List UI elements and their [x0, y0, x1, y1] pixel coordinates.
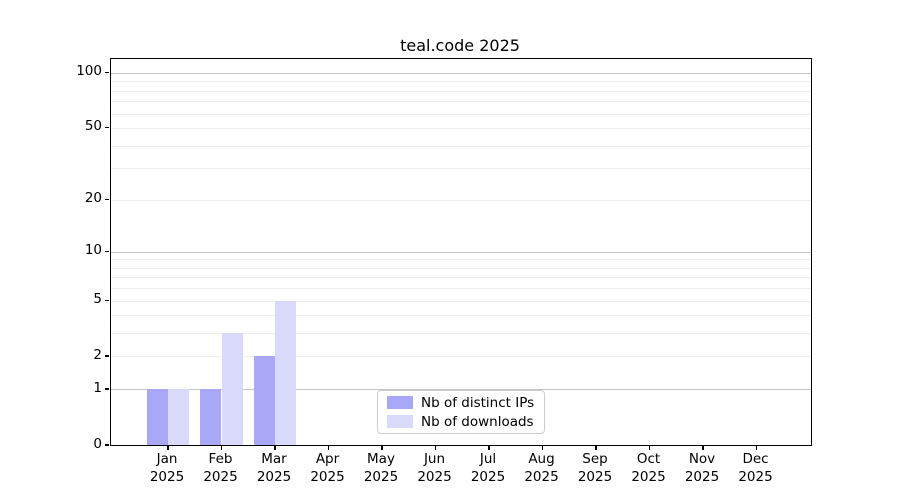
legend-item-downloads: Nb of downloads: [378, 414, 544, 430]
x-tick-mark-jul-2025: [488, 445, 490, 450]
gridline-major-10: [111, 251, 811, 253]
y-tick-label-50: 50: [84, 118, 102, 135]
gridline-minor-5: [111, 300, 811, 302]
bar-nb-of-downloads-jan-2025: [168, 389, 190, 445]
x-tick-label-may-2025: May 2025: [363, 451, 399, 485]
gridline-major-100: [111, 72, 811, 74]
legend-swatch-distinct-ips-icon: [387, 396, 413, 409]
x-tick-mark-dec-2025: [755, 445, 757, 450]
x-tick-label-feb-2025: Feb 2025: [203, 451, 238, 485]
y-tick-mark-1: [105, 388, 109, 390]
x-tick-mark-mar-2025: [274, 445, 276, 450]
plot-area: Nb of distinct IPs Nb of downloads: [110, 58, 812, 446]
x-tick-mark-aug-2025: [541, 445, 543, 450]
x-tick-label-jan-2025: Jan 2025: [149, 451, 185, 485]
x-tick-label-jul-2025: Jul 2025: [470, 451, 506, 485]
y-tick-label-10: 10: [84, 242, 102, 259]
gridline-minor-8: [111, 267, 811, 269]
x-tick-mark-apr-2025: [327, 445, 329, 450]
y-tick-label-2: 2: [93, 346, 102, 363]
gridline-minor-2: [111, 356, 811, 358]
x-tick-label-oct-2025: Oct 2025: [631, 451, 666, 485]
x-tick-label-jun-2025: Jun 2025: [417, 451, 452, 485]
x-tick-mark-feb-2025: [220, 445, 222, 450]
gridline-minor-9: [111, 259, 811, 261]
x-tick-label-mar-2025: Mar 2025: [256, 451, 292, 485]
y-tick-label-5: 5: [93, 291, 102, 308]
x-tick-mark-oct-2025: [648, 445, 650, 450]
legend-label-downloads: Nb of downloads: [421, 413, 534, 430]
gridline-minor-90: [111, 81, 811, 83]
bar-nb-of-distinct-ips-feb-2025: [200, 389, 222, 445]
bar-nb-of-downloads-mar-2025: [275, 300, 297, 445]
bar-nb-of-distinct-ips-mar-2025: [253, 356, 275, 445]
legend-item-distinct-ips: Nb of distinct IPs: [378, 395, 544, 411]
x-tick-label-aug-2025: Aug 2025: [524, 451, 559, 485]
gridline-minor-40: [111, 145, 811, 147]
gridline-minor-80: [111, 90, 811, 92]
gridline-minor-50: [111, 127, 811, 129]
x-tick-label-nov-2025: Nov 2025: [684, 451, 720, 485]
x-tick-mark-nov-2025: [702, 445, 704, 450]
legend: Nb of distinct IPs Nb of downloads: [377, 390, 545, 434]
y-tick-mark-50: [105, 126, 109, 129]
y-tick-mark-0: [105, 444, 109, 446]
y-tick-mark-2: [105, 355, 109, 357]
gridline-minor-60: [111, 113, 811, 115]
x-tick-mark-sep-2025: [595, 445, 597, 450]
x-tick-mark-jan-2025: [167, 445, 169, 450]
x-tick-label-dec-2025: Dec 2025: [738, 451, 773, 485]
y-tick-mark-5: [105, 299, 109, 302]
legend-label-distinct-ips: Nb of distinct IPs: [421, 394, 535, 411]
y-tick-label-20: 20: [84, 190, 102, 207]
x-tick-mark-jun-2025: [434, 445, 436, 450]
gridline-minor-20: [111, 199, 811, 201]
x-tick-label-apr-2025: Apr 2025: [310, 451, 345, 485]
y-tick-mark-20: [105, 198, 109, 201]
x-tick-label-sep-2025: Sep 2025: [577, 451, 613, 485]
gridline-minor-7: [111, 277, 811, 279]
y-tick-mark-10: [105, 250, 109, 253]
legend-swatch-downloads-icon: [387, 415, 413, 428]
bar-nb-of-distinct-ips-jan-2025: [146, 389, 168, 445]
gridline-minor-4: [111, 315, 811, 317]
x-tick-mark-may-2025: [381, 445, 383, 450]
y-tick-label-1: 1: [93, 379, 102, 396]
gridline-minor-70: [111, 101, 811, 103]
bar-nb-of-downloads-feb-2025: [221, 333, 243, 445]
gridline-minor-6: [111, 288, 811, 290]
y-tick-label-100: 100: [76, 63, 102, 80]
gridline-major-1: [111, 389, 811, 391]
y-tick-mark-100: [105, 71, 109, 74]
gridline-minor-30: [111, 168, 811, 170]
y-tick-label-0: 0: [93, 435, 102, 452]
gridline-minor-3: [111, 333, 811, 335]
chart-title: teal.code 2025: [400, 36, 520, 55]
